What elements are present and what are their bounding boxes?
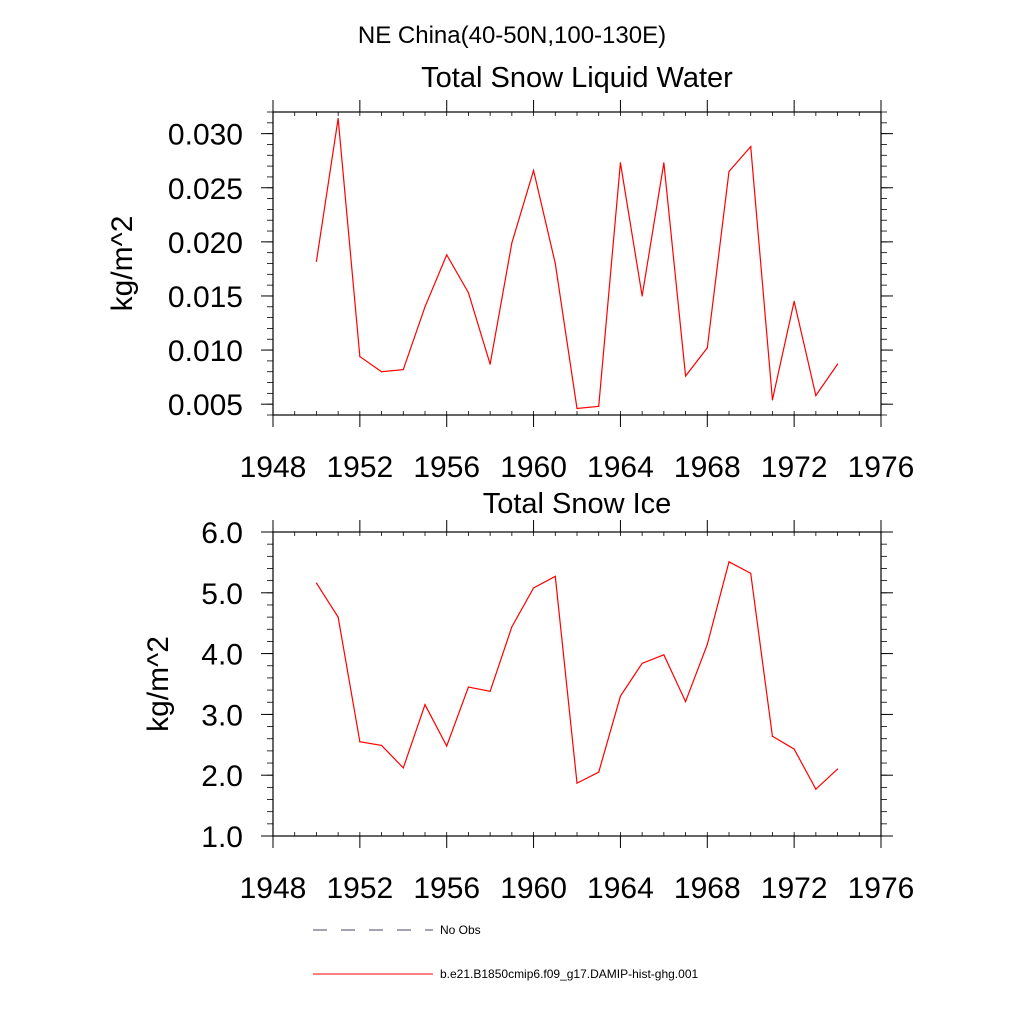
- data-point: [337, 616, 339, 618]
- data-point: [402, 767, 404, 769]
- y-axis-label: kg/m^2: [142, 636, 175, 732]
- data-point: [359, 355, 361, 358]
- data-point: [446, 745, 448, 747]
- y-tick-label: 6.0: [201, 517, 243, 550]
- data-point: [663, 654, 665, 656]
- legend: No Obs b.e21.B1850cmip6.f09_g17.DAMIP-hi…: [313, 923, 698, 981]
- data-point: [467, 686, 470, 688]
- x-tick-label: 1968: [674, 451, 741, 484]
- y-tick-label: 0.010: [168, 335, 243, 368]
- data-point: [554, 262, 556, 265]
- data-point: [771, 399, 774, 401]
- legend-item-no-obs: No Obs: [313, 923, 481, 937]
- legend-label-no-obs: No Obs: [440, 923, 481, 937]
- data-point: [728, 170, 730, 173]
- data-point: [576, 407, 578, 410]
- legend-item-model-run: b.e21.B1850cmip6.f09_g17.DAMIP-hist-ghg.…: [313, 967, 698, 981]
- x-tick-label: 1956: [413, 451, 480, 484]
- data-point: [598, 405, 600, 407]
- data-point: [836, 363, 839, 365]
- data-point: [684, 375, 687, 377]
- data-point: [641, 295, 643, 297]
- x-tick-label: 1972: [761, 872, 828, 905]
- chart-panel-liquid-water: Total Snow Liquid Water kg/m^2 1948 1952 195…: [106, 62, 914, 484]
- data-point: [380, 371, 383, 373]
- y-tick-label: 0.020: [168, 227, 243, 260]
- y-tick-label: 4.0: [201, 639, 243, 672]
- x-tick-label: 1948: [240, 451, 307, 484]
- data-point: [598, 771, 600, 773]
- data-point: [706, 347, 708, 349]
- data-point: [402, 368, 404, 371]
- y-tick-label: 2.0: [201, 760, 243, 793]
- legend-label-model-run: b.e21.B1850cmip6.f09_g17.DAMIP-hist-ghg.…: [440, 967, 698, 981]
- data-point: [489, 363, 491, 365]
- x-tick-label: 1964: [587, 872, 654, 905]
- data-point: [836, 768, 839, 770]
- x-tick-label: 1972: [761, 451, 828, 484]
- data-point: [750, 572, 752, 574]
- data-point: [641, 662, 643, 664]
- y-tick-label: 0.015: [168, 281, 243, 314]
- data-point: [511, 626, 513, 628]
- data-point: [576, 782, 578, 784]
- data-point: [446, 254, 448, 256]
- x-tick-label: 1956: [413, 872, 480, 905]
- data-point: [315, 582, 318, 584]
- data-point: [424, 306, 426, 308]
- data-point: [359, 741, 361, 743]
- x-tick-label: 1960: [500, 872, 567, 905]
- data-point: [424, 704, 426, 706]
- y-axis-label: kg/m^2: [106, 216, 139, 312]
- data-point: [489, 690, 491, 692]
- data-point: [554, 575, 556, 577]
- data-point: [619, 162, 622, 164]
- data-point: [750, 146, 752, 148]
- data-point: [793, 748, 795, 750]
- data-point: [315, 260, 318, 262]
- data-point: [728, 561, 730, 563]
- data-point: [706, 643, 708, 646]
- series-line: [315, 560, 838, 791]
- y-tick-label: 0.025: [168, 173, 243, 206]
- data-point: [380, 744, 383, 747]
- plot-frame: [272, 531, 882, 837]
- x-tick-label: 1976: [848, 451, 915, 484]
- data-point: [684, 701, 687, 703]
- data-point: [337, 117, 339, 120]
- figure-title: NE China(40-50N,100-130E): [358, 22, 666, 49]
- data-point: [815, 788, 817, 790]
- x-tick-label: 1976: [848, 872, 915, 905]
- chart-panel-snow-ice: Total Snow Ice kg/m^2 1948 1952 1956 1960 1964…: [142, 488, 914, 905]
- chart-title: Total Snow Liquid Water: [421, 62, 733, 94]
- plot-frame: [272, 111, 882, 416]
- y-tick-label: 3.0: [201, 699, 243, 732]
- series-line: [315, 118, 839, 410]
- data-point: [663, 162, 665, 164]
- data-point: [467, 292, 470, 294]
- data-point: [771, 735, 774, 737]
- data-point: [511, 242, 513, 244]
- data-point: [793, 300, 795, 302]
- y-tick-label: 5.0: [201, 578, 243, 611]
- x-tick-label: 1952: [326, 451, 393, 484]
- data-point: [532, 587, 535, 589]
- chart-title: Total Snow Ice: [483, 488, 672, 520]
- data-point: [815, 394, 817, 397]
- data-point: [619, 695, 622, 697]
- x-tick-label: 1964: [587, 451, 654, 484]
- x-tick-label: 1968: [674, 872, 741, 905]
- data-point: [532, 169, 535, 172]
- y-tick-label: 0.030: [168, 119, 243, 152]
- y-tick-label: 1.0: [201, 821, 243, 854]
- x-tick-label: 1952: [326, 872, 393, 905]
- y-tick-label: 0.005: [168, 389, 243, 422]
- x-tick-label: 1960: [500, 451, 567, 484]
- x-tick-label: 1948: [240, 872, 307, 905]
